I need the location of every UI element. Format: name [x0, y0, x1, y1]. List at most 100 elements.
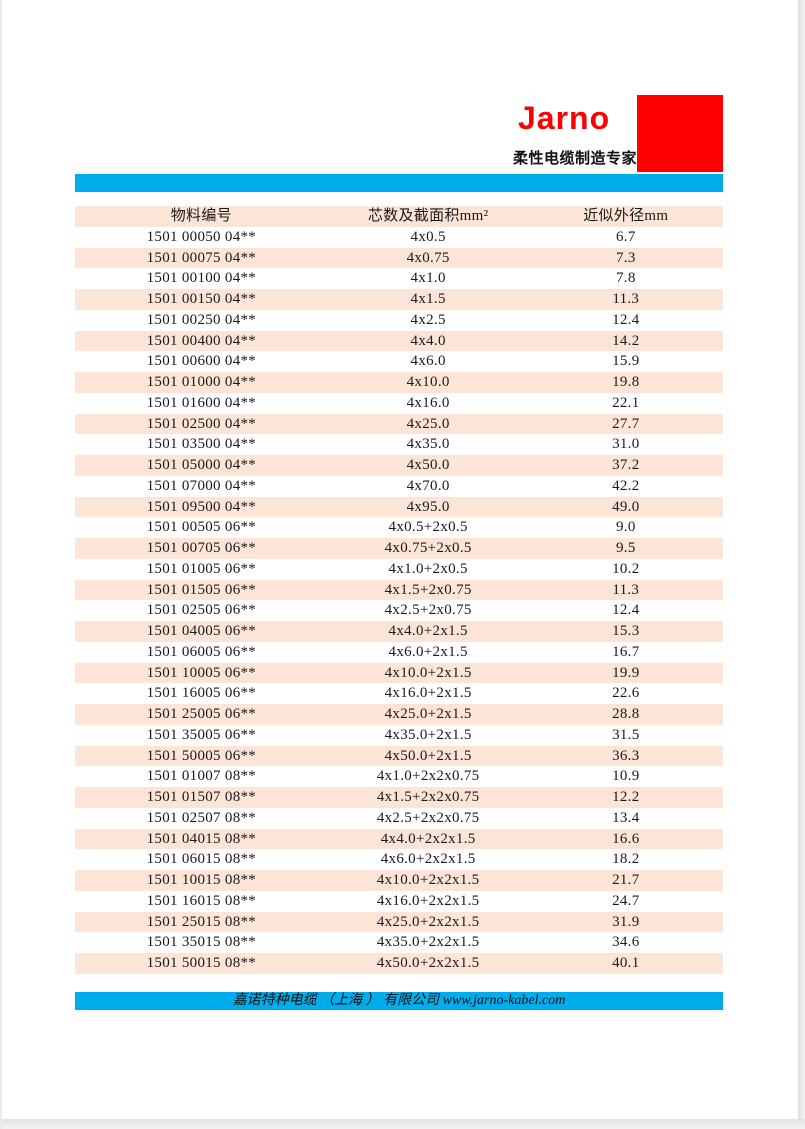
table-row: 1501 00600 04** 4x6.0 15.9: [75, 351, 723, 372]
table-cell: 16.7: [612, 643, 640, 660]
table-row: 1501 00400 04** 4x4.0 14.2: [75, 330, 723, 352]
table-cell: 1501 00505 06**: [146, 519, 257, 536]
table-cell: 49.0: [612, 498, 640, 515]
table-cell: 1501 04005 06**: [146, 623, 257, 639]
table-cell: 4x16.0+2x2x1.5: [376, 892, 480, 909]
table-cell: 18.2: [612, 851, 640, 868]
table-row: 1501 10015 08** 4x10.0+2x2x1.5 21.7: [75, 870, 723, 891]
table-row: 1501 50005 06** 4x50.0+2x1.5 36.3: [75, 745, 723, 767]
table-cell: 12.2: [612, 789, 640, 805]
table-row: 1501 02500 04** 4x25.0 27.7: [75, 413, 723, 435]
table-row: 1501 01007 08** 4x1.0+2x2x0.75 10.9: [75, 766, 723, 787]
table-cell: 1501 05000 04**: [146, 457, 257, 473]
table-cell: 1501 50015 08**: [146, 955, 257, 971]
table-cell: 4x0.75: [406, 249, 450, 266]
table-cell: 1501 01007 08**: [146, 768, 257, 785]
table-cell: 22.1: [612, 394, 640, 411]
table-cell: 4x95.0: [406, 498, 450, 515]
table-cell: 1501 07000 04**: [146, 477, 257, 494]
brand-red-square: [637, 95, 723, 172]
table-cell: 4x25.0+2x1.5: [384, 706, 472, 722]
table-cell: 9.0: [615, 519, 636, 536]
table-cell: 4x1.5+2x2x0.75: [376, 789, 480, 805]
table-cell: 27.7: [612, 415, 640, 432]
brand-tagline: 柔性电缆制造专家: [513, 150, 638, 167]
table-cell: 13.4: [612, 809, 640, 826]
table-row: 1501 01005 06** 4x1.0+2x0.5 10.2: [75, 559, 723, 580]
table-row: 1501 06005 06** 4x6.0+2x1.5 16.7: [75, 642, 723, 663]
table-cell: 1501 35015 08**: [146, 934, 257, 951]
table-cell: 11.3: [612, 291, 640, 307]
table-cell: 1501 16005 06**: [146, 685, 257, 702]
footer-bar: 嘉诺特种电缆 （上海 ） 有限公司 www.jarno-kabel.com: [75, 992, 723, 1010]
table-cell: 12.4: [612, 311, 640, 328]
table-cell: 4x70.0: [406, 477, 450, 494]
table-cell: 31.9: [612, 913, 640, 930]
table-cell: 1501 06015 08**: [146, 851, 257, 868]
table-row: 1501 00050 04** 4x0.5 6.7: [75, 227, 723, 248]
table-row: 1501 00250 04** 4x2.5 12.4: [75, 310, 723, 331]
cable-spec-table: 物料编号 芯数及截面积mm² 近似外径mm 1501 00050 04** 4x0…: [75, 206, 723, 974]
column-header-material-code: 物料编号: [170, 208, 232, 224]
table-cell: 1501 25015 08**: [146, 913, 257, 930]
table-cell: 4x16.0: [406, 394, 450, 411]
table-cell: 4x25.0+2x2x1.5: [376, 913, 480, 930]
table-cell: 22.6: [612, 685, 640, 702]
table-cell: 4x0.5: [410, 228, 446, 245]
table-cell: 10.2: [612, 560, 640, 577]
table-cell: 1501 00075 04**: [146, 249, 257, 266]
table-cell: 21.7: [612, 872, 640, 888]
table-cell: 4x0.75+2x0.5: [384, 540, 472, 556]
table-cell: 4x50.0+2x2x1.5: [376, 955, 480, 971]
table-row: 1501 16015 08** 4x16.0+2x2x1.5 24.7: [75, 891, 723, 912]
table-cell: 7.3: [615, 249, 636, 266]
table-cell: 1501 03500 04**: [146, 436, 257, 453]
table-cell: 40.1: [612, 955, 640, 971]
table-row: 1501 01507 08** 4x1.5+2x2x0.75 12.2: [75, 787, 723, 808]
table-cell: 1501 01005 06**: [146, 560, 257, 577]
table-cell: 6.7: [615, 228, 636, 245]
table-row: 1501 50015 08** 4x50.0+2x2x1.5 40.1: [75, 953, 723, 974]
table-cell: 4x1.5: [410, 291, 446, 307]
table-cell: 4x6.0+2x1.5: [388, 643, 468, 660]
table-cell: 36.3: [612, 747, 640, 764]
table-cell: 1501 50005 06**: [146, 747, 257, 764]
table-cell: 4x4.0+2x1.5: [388, 623, 468, 639]
table-cell: 1501 25005 06**: [146, 706, 257, 722]
footer-company-text: 嘉诺特种电缆 （上海 ） 有限公司 www.jarno-kabel.com: [232, 993, 566, 1008]
table-row: 1501 05000 04** 4x50.0 37.2: [75, 455, 723, 476]
table-cell: 4x1.0: [410, 270, 446, 287]
table-cell: 24.7: [612, 892, 640, 909]
table-cell: 10.9: [612, 768, 640, 785]
table-row: 1501 04005 06** 4x4.0+2x1.5 15.3: [75, 621, 723, 642]
table-cell: 14.2: [612, 332, 640, 349]
table-row: 1501 02507 08** 4x2.5+2x2x0.75 13.4: [75, 808, 723, 829]
table-cell: 28.8: [612, 706, 640, 722]
table-row: 1501 02505 06** 4x2.5+2x0.75 12.4: [75, 600, 723, 621]
table-cell: 4x2.5+2x0.75: [384, 602, 472, 619]
table-cell: 1501 00150 04**: [146, 291, 257, 307]
table-cell: 1501 16015 08**: [146, 892, 257, 909]
spec-table-body: 1501 00050 04** 4x0.5 6.7 1501 00075 04** 4x…: [75, 227, 723, 974]
table-cell: 4x4.0+2x2x1.5: [380, 830, 476, 847]
table-cell: 4x25.0: [406, 415, 450, 432]
table-row: 1501 03500 04** 4x35.0 31.0: [75, 434, 723, 455]
table-row: 1501 00075 04** 4x0.75 7.3: [75, 247, 723, 269]
table-row: 1501 00705 06** 4x0.75+2x0.5 9.5: [75, 538, 723, 559]
table-cell: 4x50.0: [406, 457, 450, 473]
table-cell: 1501 02500 04**: [146, 415, 257, 432]
table-cell: 4x4.0: [410, 332, 446, 349]
table-row: 1501 16005 06** 4x16.0+2x1.5 22.6: [75, 683, 723, 704]
table-row: 1501 04015 08** 4x4.0+2x2x1.5 16.6: [75, 828, 723, 850]
table-cell: 4x10.0: [406, 374, 450, 390]
table-cell: 31.5: [612, 726, 640, 743]
table-cell: 7.8: [615, 270, 636, 287]
table-cell: 1501 01507 08**: [146, 789, 257, 805]
table-header-row: 物料编号 芯数及截面积mm² 近似外径mm: [75, 206, 723, 227]
table-cell: 4x10.0+2x2x1.5: [376, 872, 480, 888]
table-cell: 1501 10015 08**: [146, 872, 257, 888]
table-row: 1501 01000 04** 4x10.0 19.8: [75, 372, 723, 393]
table-cell: 1501 06005 06**: [146, 643, 257, 660]
table-cell: 12.4: [612, 602, 640, 619]
